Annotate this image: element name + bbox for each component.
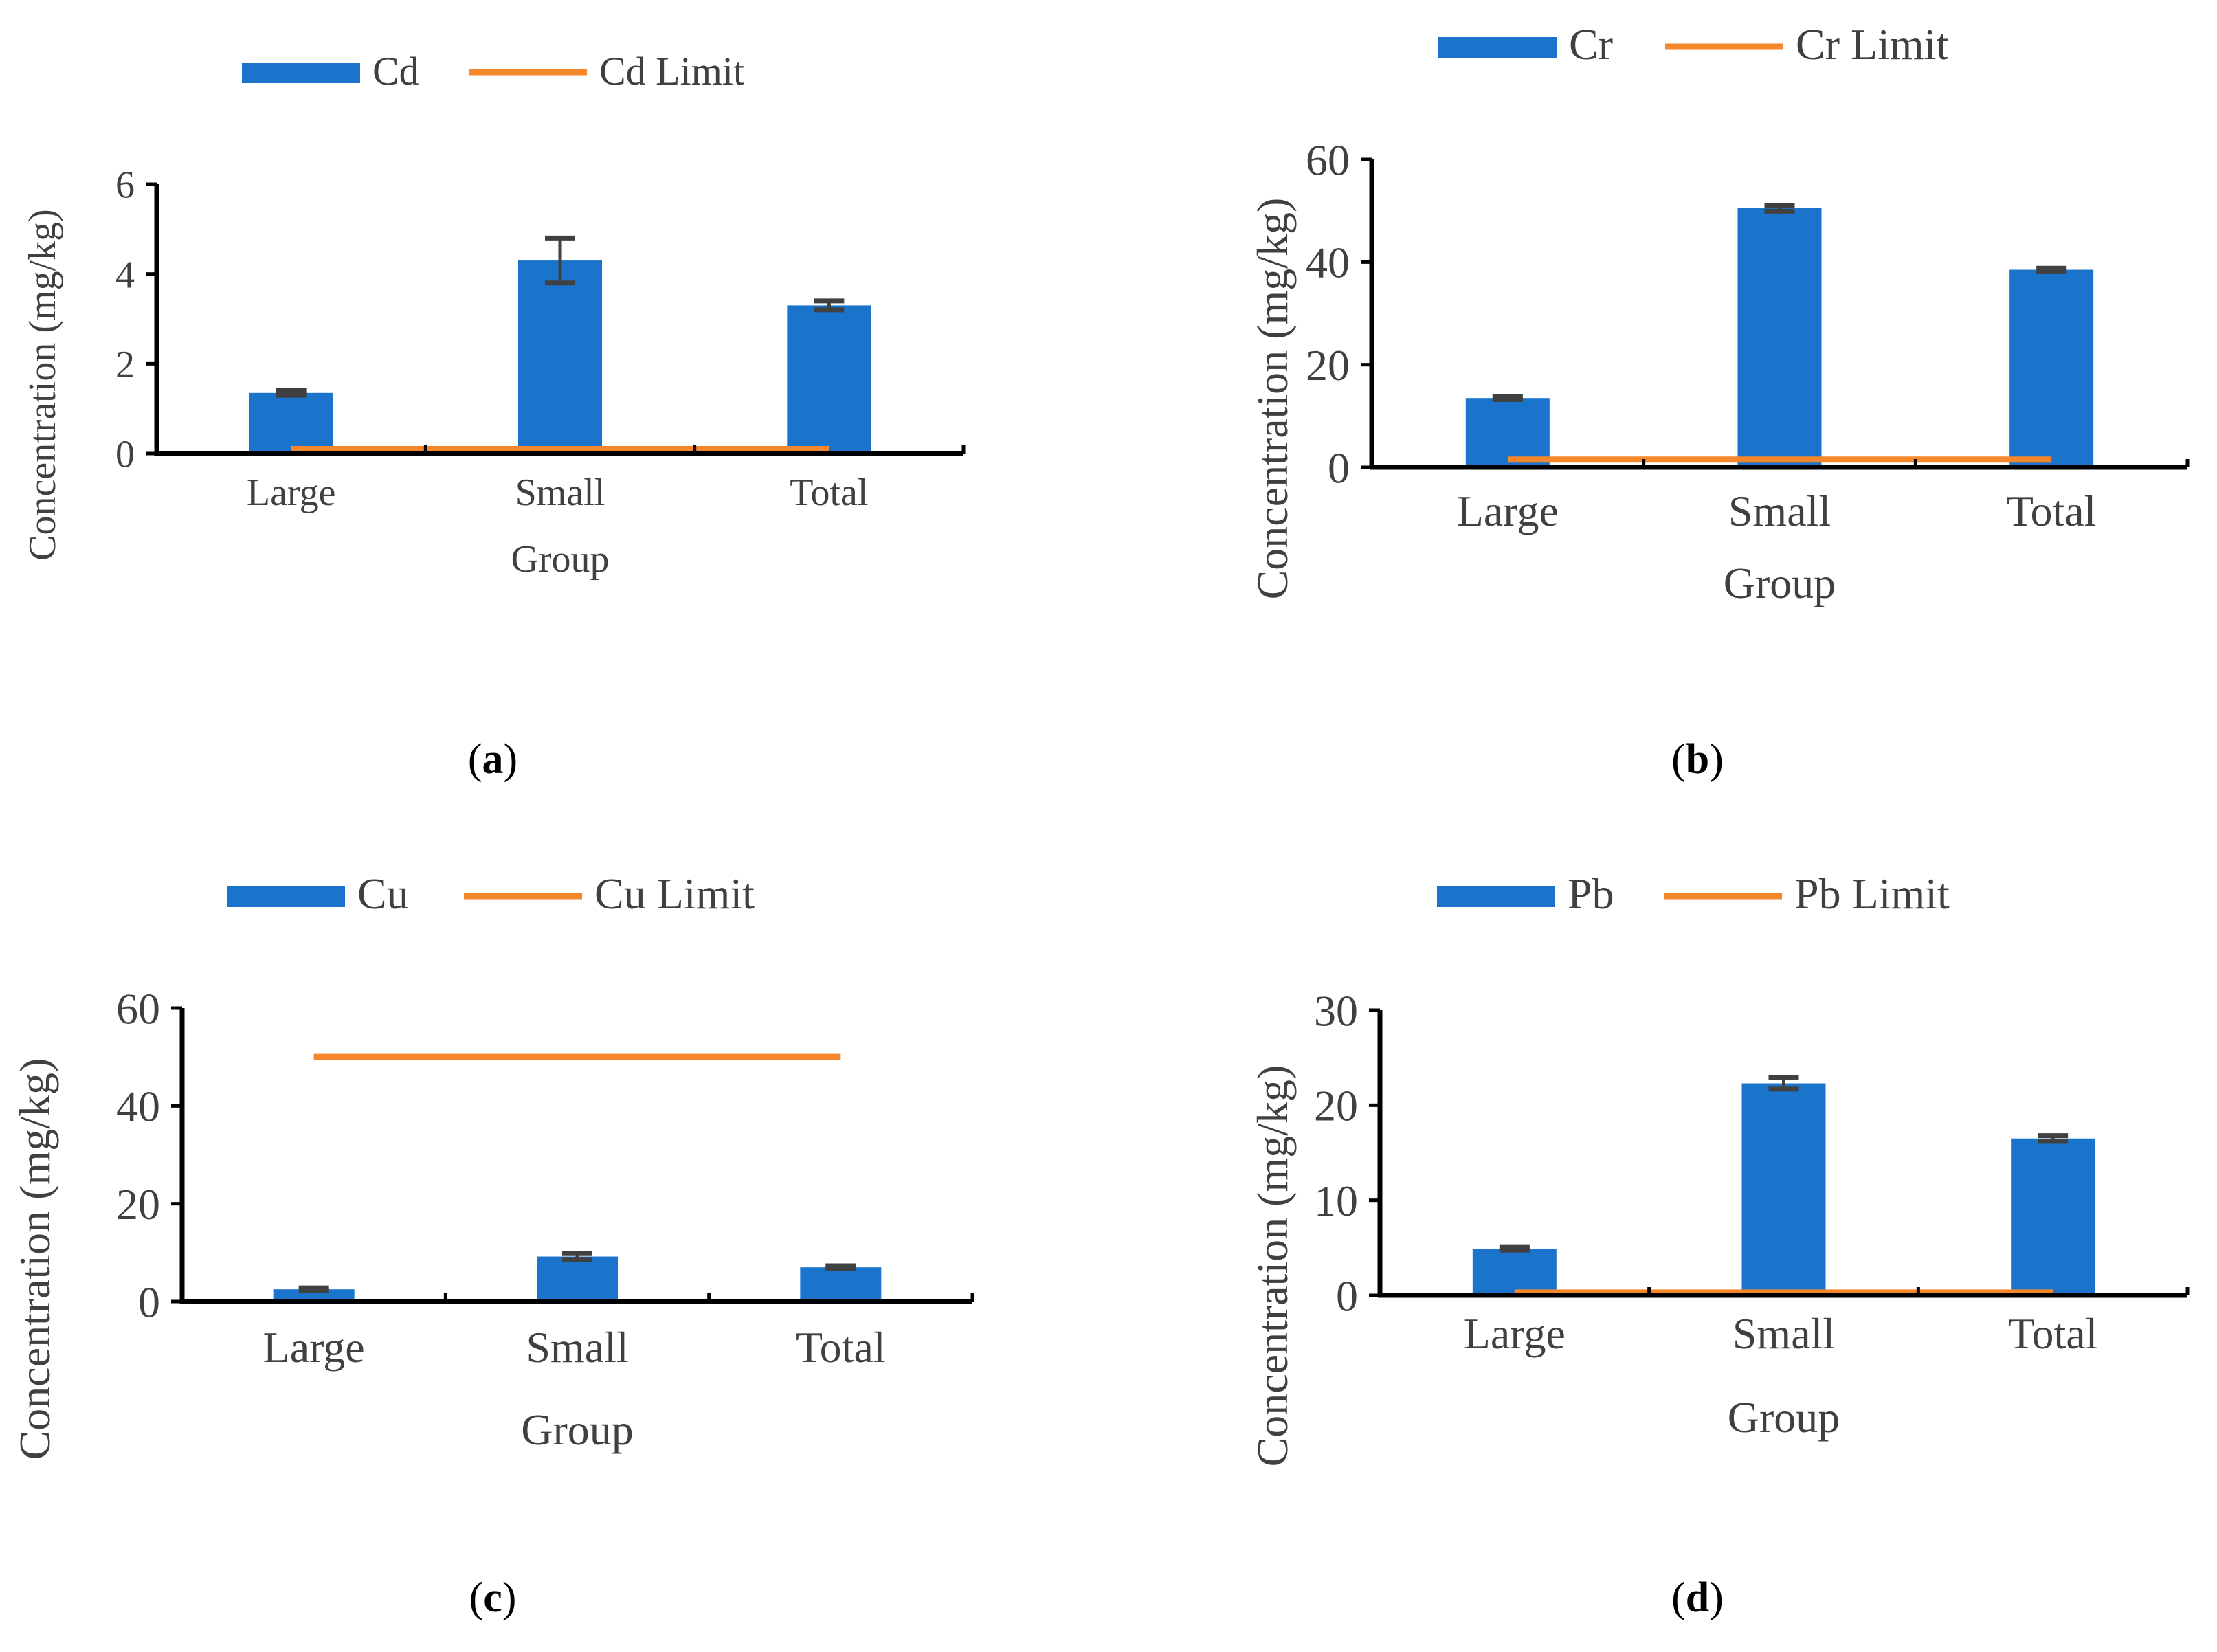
legend-label-bar: Cr bbox=[1569, 20, 1613, 69]
bar-large bbox=[1472, 1249, 1557, 1295]
chart-panel-b: Cr Cr Limit 0 20 40 60 Large Small Total Group Con… bbox=[1108, 0, 2217, 826]
legend: Cd Cd Limit bbox=[242, 49, 744, 93]
legend-swatch-bar bbox=[1437, 886, 1555, 907]
bar-large bbox=[1465, 398, 1550, 467]
legend-label-bar: Cd bbox=[372, 49, 419, 93]
chart-svg-b: Cr Cr Limit 0 20 40 60 Large Small Total Group Con… bbox=[1248, 20, 2190, 607]
legend: Cu Cu Limit bbox=[227, 869, 755, 918]
legend-label-limit: Cd Limit bbox=[599, 49, 744, 93]
x-axis-title: Group bbox=[1724, 559, 1836, 607]
error-bar-large bbox=[1492, 394, 1523, 402]
x-tick-label-small: Small bbox=[1733, 1309, 1835, 1358]
error-bar-total bbox=[814, 298, 845, 313]
x-tick-label-large: Large bbox=[247, 471, 336, 514]
legend: Pb Pb Limit bbox=[1437, 869, 1950, 918]
chart-panel-a: Cd Cd Limit 0 2 4 6 Large Small Total Group Concen… bbox=[0, 0, 1108, 826]
y-axis-title: Concentration (mg/kg) bbox=[21, 209, 64, 561]
error-bar-small bbox=[545, 235, 575, 286]
chart-panel-c: Cu Cu Limit 0 20 40 60 Large Small Total Group Con… bbox=[0, 826, 1108, 1652]
error-bar-total bbox=[2036, 265, 2067, 274]
x-axis-title: Group bbox=[521, 1405, 634, 1454]
legend-swatch-bar bbox=[1438, 37, 1557, 58]
x-tick-label-total: Total bbox=[796, 1323, 886, 1372]
x-tick-label-small: Small bbox=[526, 1323, 628, 1372]
x-tick-label-small: Small bbox=[515, 471, 605, 514]
bar-small bbox=[537, 1256, 618, 1302]
y-tick-label: 20 bbox=[1306, 341, 1350, 390]
y-tick-label: 40 bbox=[1306, 238, 1350, 287]
legend-label-bar: Cu bbox=[357, 869, 409, 918]
bar-total bbox=[800, 1267, 882, 1302]
y-tick-label: 0 bbox=[115, 434, 135, 476]
error-bar-total bbox=[825, 1263, 856, 1271]
x-tick-label-large: Large bbox=[1464, 1309, 1566, 1358]
bar-total bbox=[2011, 1138, 2095, 1295]
x-tick-label-large: Large bbox=[1457, 487, 1559, 535]
y-axis-title: Concentration (mg/kg) bbox=[10, 1058, 59, 1460]
error-bar-small bbox=[1768, 1075, 1799, 1092]
panel-caption-a: (a) bbox=[467, 736, 518, 783]
legend-label-limit: Pb Limit bbox=[1794, 869, 1950, 918]
y-axis-title: Concentration (mg/kg) bbox=[1248, 1065, 1297, 1467]
error-bar-small bbox=[562, 1251, 592, 1262]
error-bar-small bbox=[1764, 202, 1795, 214]
chart-svg-a: Cd Cd Limit 0 2 4 6 Large Small Total Group Concen… bbox=[21, 49, 966, 581]
bar-small bbox=[1741, 1083, 1826, 1295]
x-axis-title: Group bbox=[1728, 1393, 1840, 1442]
bar-large bbox=[249, 392, 333, 454]
panel-caption-d: (d) bbox=[1671, 1574, 1724, 1621]
x-tick-label-total: Total bbox=[2007, 487, 2097, 535]
y-tick-label: 0 bbox=[1328, 443, 1350, 492]
chart-svg-c: Cu Cu Limit 0 20 40 60 Large Small Total Group Con… bbox=[10, 869, 974, 1460]
bar-total bbox=[787, 305, 871, 454]
y-tick-label: 6 bbox=[115, 164, 135, 207]
y-tick-label: 30 bbox=[1314, 986, 1358, 1035]
y-axis-title: Concentration (mg/kg) bbox=[1248, 198, 1297, 600]
y-tick-label: 60 bbox=[1306, 135, 1350, 184]
x-tick-label-total: Total bbox=[2008, 1309, 2098, 1358]
error-bar-large bbox=[276, 388, 307, 398]
bar-total bbox=[2009, 269, 2094, 467]
y-tick-label: 10 bbox=[1314, 1176, 1358, 1225]
bar-small bbox=[1737, 208, 1822, 467]
chart-svg-d: Pb Pb Limit 0 10 20 30 Large Small Total Group Con… bbox=[1248, 869, 2190, 1467]
y-tick-label: 40 bbox=[116, 1082, 160, 1131]
y-tick-label: 20 bbox=[1314, 1082, 1358, 1130]
x-axis-title: Group bbox=[511, 538, 609, 581]
y-tick-label: 4 bbox=[115, 254, 135, 296]
error-bar-total bbox=[2038, 1133, 2069, 1144]
legend-swatch-bar bbox=[227, 886, 345, 907]
y-tick-label: 0 bbox=[138, 1277, 160, 1326]
x-tick-label-large: Large bbox=[263, 1323, 365, 1372]
x-tick-label-small: Small bbox=[1728, 487, 1831, 535]
error-bar-large bbox=[298, 1285, 329, 1293]
legend-label-limit: Cr Limit bbox=[1796, 20, 1948, 69]
panel-caption-b: (b) bbox=[1671, 736, 1724, 783]
bar-small bbox=[518, 260, 602, 454]
legend-label-bar: Pb bbox=[1568, 869, 1614, 918]
legend: Cr Cr Limit bbox=[1438, 20, 1948, 69]
y-tick-label: 0 bbox=[1336, 1271, 1358, 1320]
error-bar-large bbox=[1499, 1244, 1530, 1253]
y-tick-label: 20 bbox=[116, 1180, 160, 1229]
panel-caption-c: (c) bbox=[469, 1574, 517, 1621]
y-tick-label: 60 bbox=[116, 984, 160, 1033]
chart-panel-d: Pb Pb Limit 0 10 20 30 Large Small Total Group Con… bbox=[1108, 826, 2217, 1652]
legend-swatch-bar bbox=[242, 63, 360, 83]
x-tick-label-total: Total bbox=[790, 471, 868, 514]
legend-label-limit: Cu Limit bbox=[594, 869, 755, 918]
bar-large bbox=[273, 1289, 355, 1302]
y-tick-label: 2 bbox=[115, 344, 135, 386]
